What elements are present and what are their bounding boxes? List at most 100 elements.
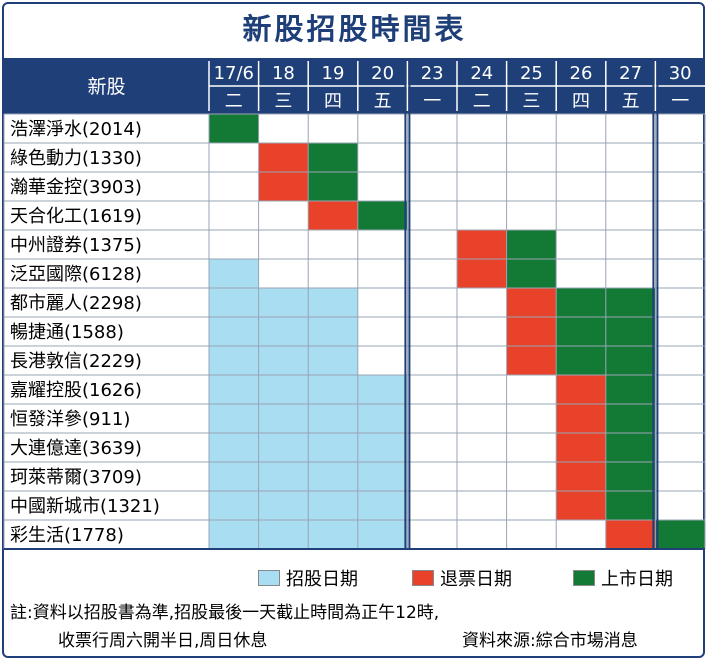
status-cell — [258, 491, 309, 520]
status-cell — [357, 520, 408, 549]
status-cell — [209, 114, 259, 143]
status-cell — [357, 433, 408, 462]
status-cell — [258, 375, 309, 404]
weekday-label: 三 — [274, 91, 292, 112]
date-label: 26 — [570, 63, 593, 84]
legend-subscription: 招股日期 — [258, 566, 358, 590]
status-cell — [605, 288, 656, 317]
weekday-label: 五 — [622, 91, 640, 112]
status-cell — [605, 346, 656, 375]
status-cell — [556, 433, 606, 462]
status-cell — [357, 375, 408, 404]
status-cell — [308, 520, 358, 549]
status-cell — [655, 520, 705, 549]
status-cell — [258, 172, 309, 201]
status-cell — [258, 288, 309, 317]
weekday-label: 一 — [671, 91, 689, 112]
status-cell — [209, 288, 259, 317]
legend-label-subscription: 招股日期 — [286, 569, 358, 590]
status-cell — [258, 346, 309, 375]
status-cell — [308, 404, 358, 433]
status-cell — [209, 491, 259, 520]
stock-name: 彩生活(1778) — [10, 525, 124, 546]
status-cell — [308, 346, 358, 375]
status-cell — [209, 462, 259, 491]
stock-name: 綠色動力(1330) — [10, 148, 142, 169]
stock-name: 暢捷通(1588) — [10, 322, 124, 343]
status-cell — [506, 346, 557, 375]
status-cell — [258, 462, 309, 491]
status-cell — [308, 288, 358, 317]
stock-name: 中國新城市(1321) — [10, 496, 160, 517]
date-label: 25 — [520, 63, 543, 84]
status-cell — [556, 317, 606, 346]
legend-swatch-listing — [573, 570, 595, 586]
weekday-label: 四 — [572, 91, 590, 112]
weekday-label: 二 — [225, 91, 243, 112]
status-cell — [605, 317, 656, 346]
status-cell — [457, 230, 507, 259]
status-cell — [308, 433, 358, 462]
status-cell — [605, 433, 656, 462]
date-label: 18 — [272, 63, 295, 84]
note-line-1: 註:資料以招股書為準,招股最後一天截止時間為正午12時, — [10, 603, 440, 623]
status-cell — [209, 520, 259, 549]
status-cell — [209, 346, 259, 375]
stock-name: 嘉耀控股(1626) — [10, 380, 142, 401]
status-cell — [506, 259, 557, 288]
stock-name: 長港敦信(2229) — [10, 351, 142, 372]
status-cell — [506, 230, 557, 259]
status-cell — [605, 491, 656, 520]
status-cell — [209, 404, 259, 433]
legend-swatch-subscription — [258, 570, 280, 586]
date-label: 30 — [669, 63, 692, 84]
weekday-label: 二 — [473, 91, 491, 112]
status-cell — [605, 520, 656, 549]
status-cell — [357, 462, 408, 491]
column-header-label: 新股 — [87, 76, 125, 98]
status-cell — [506, 288, 557, 317]
status-cell — [308, 201, 358, 230]
stock-name: 大連億達(3639) — [10, 438, 142, 459]
status-cell — [357, 491, 408, 520]
stock-name: 泛亞國際(6128) — [10, 264, 142, 285]
status-cell — [209, 433, 259, 462]
date-label: 27 — [619, 63, 642, 84]
legend-refund: 退票日期 — [412, 566, 512, 590]
status-cell — [209, 317, 259, 346]
date-label: 23 — [421, 63, 444, 84]
status-cell — [556, 491, 606, 520]
chart-title: 新股招股時間表 — [242, 12, 467, 46]
note-line-2: 收票行周六開半日,周日休息 — [58, 631, 268, 651]
stock-name: 中州證券(1375) — [10, 235, 142, 256]
stock-name: 天合化工(1619) — [10, 206, 142, 227]
status-cell — [308, 375, 358, 404]
status-cell — [258, 433, 309, 462]
status-cell — [209, 259, 259, 288]
status-cell — [357, 404, 408, 433]
weekday-label: 三 — [522, 91, 540, 112]
date-label: 24 — [470, 63, 493, 84]
status-cell — [258, 520, 309, 549]
status-cell — [308, 317, 358, 346]
status-cell — [258, 404, 309, 433]
status-cell — [556, 462, 606, 491]
stock-name: 浩澤淨水(2014) — [10, 119, 142, 140]
status-cell — [605, 404, 656, 433]
date-label: 20 — [371, 63, 394, 84]
status-cell — [457, 259, 507, 288]
status-cell — [605, 462, 656, 491]
date-label: 17/6 — [214, 63, 254, 84]
status-cell — [209, 375, 259, 404]
stock-name: 恒發洋參(911) — [10, 409, 130, 430]
legend-listing: 上市日期 — [573, 566, 673, 590]
status-cell — [308, 172, 358, 201]
weekday-label: 一 — [423, 91, 441, 112]
status-cell — [258, 143, 309, 172]
status-cell — [556, 375, 606, 404]
status-cell — [357, 201, 408, 230]
status-cell — [308, 462, 358, 491]
source-note: 資料來源:綜合市場消息 — [462, 631, 638, 651]
status-cell — [556, 346, 606, 375]
